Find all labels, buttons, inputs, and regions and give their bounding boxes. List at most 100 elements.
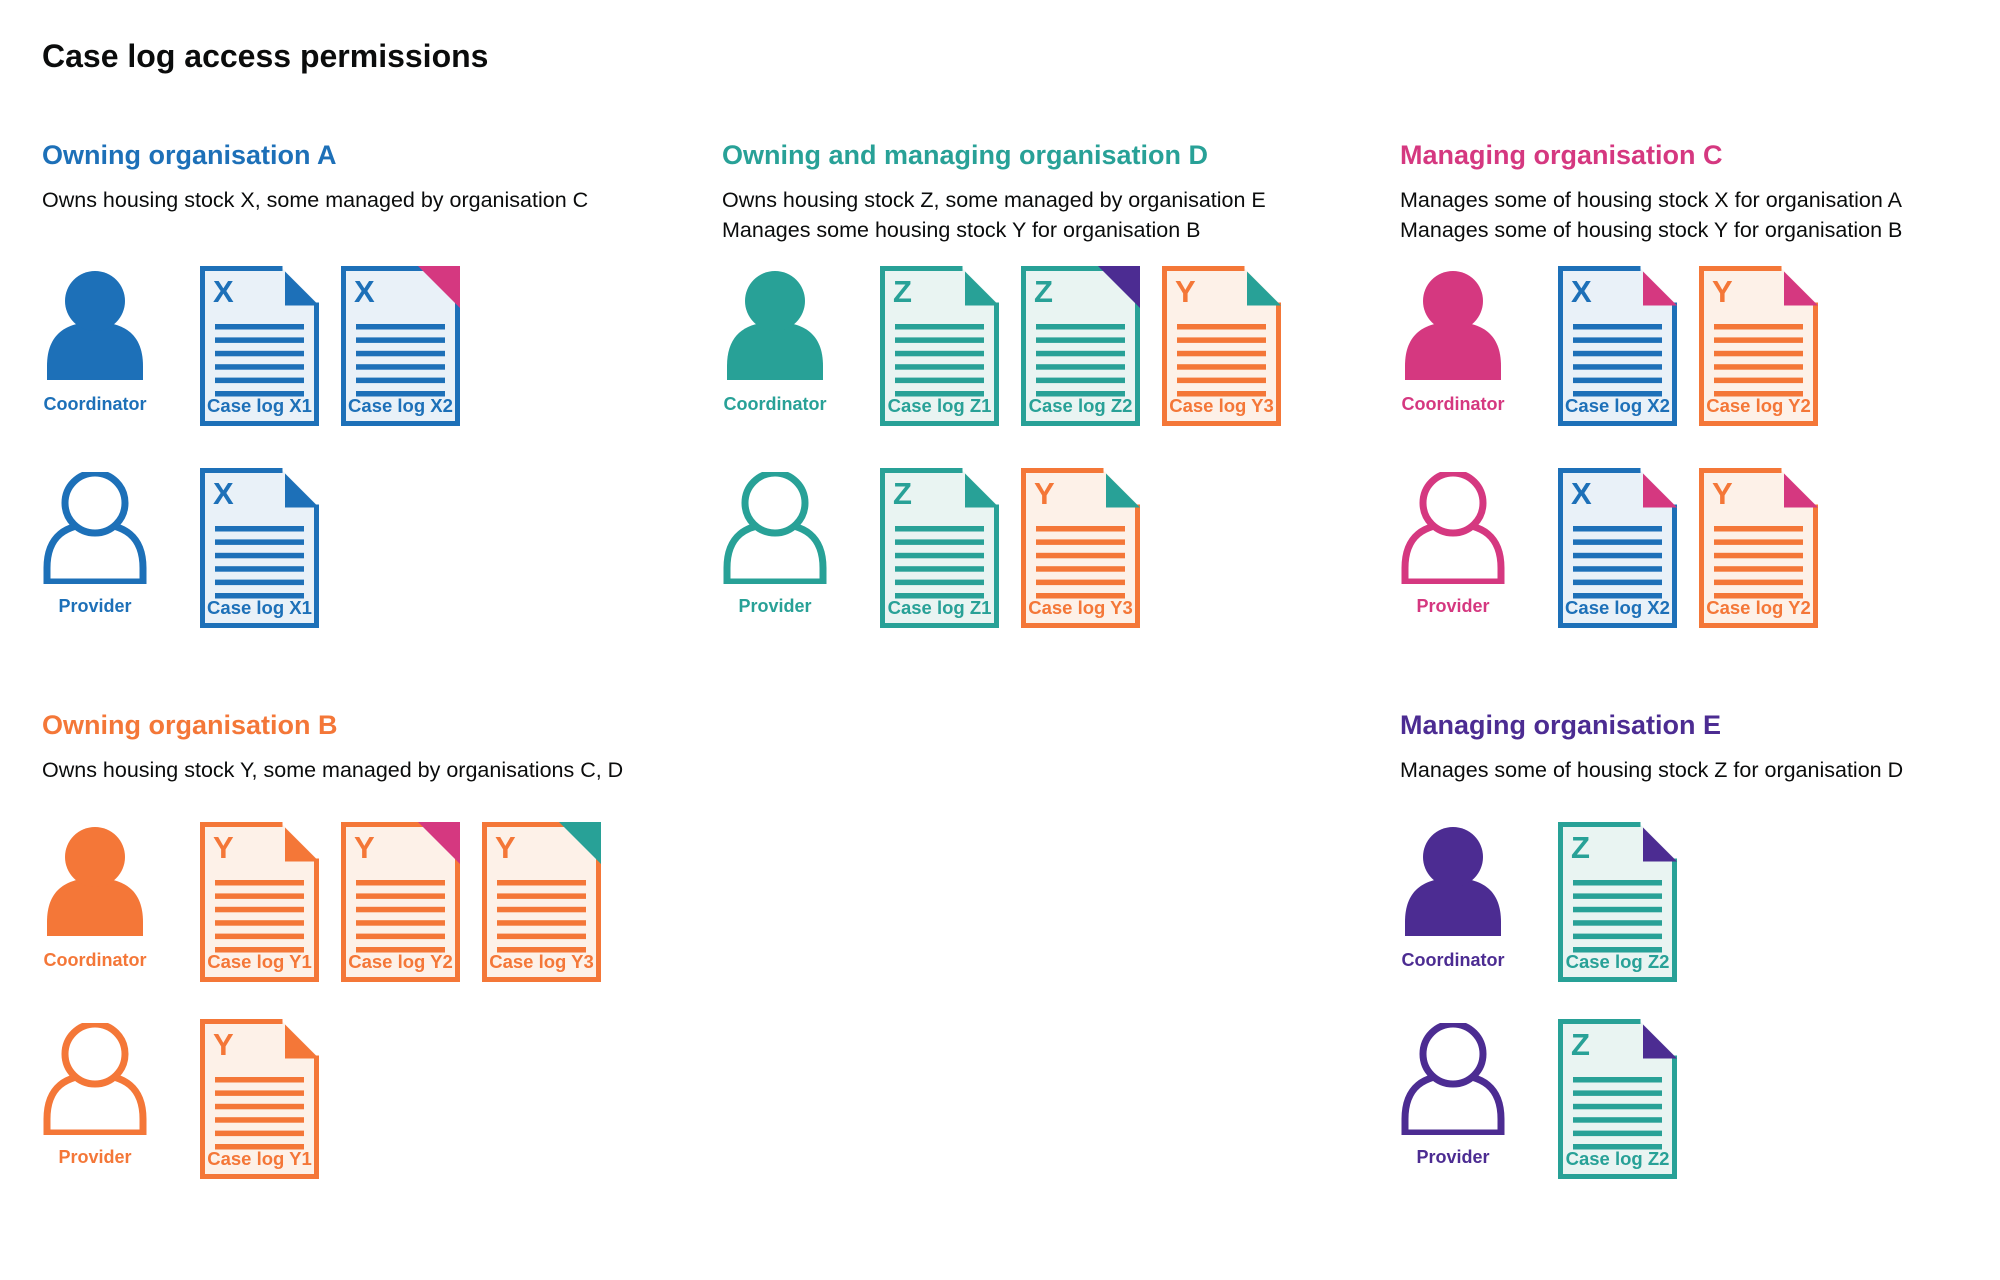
role-label: Coordinator — [1401, 950, 1505, 970]
section-heading: Managing organisation E — [1400, 710, 1722, 740]
section-description: Owns housing stock Z, some managed by or… — [722, 185, 1382, 245]
coordinator-figure: Coordinator — [42, 826, 148, 971]
person-body — [727, 322, 823, 380]
case-log-label: Case log Z1 — [888, 597, 992, 618]
case-log-document-icon: Z Case log Z2 — [1558, 1019, 1677, 1179]
case-log-document: Z Case log Z2 — [1558, 822, 1677, 982]
provider-row: Provider Z Case log Z2 — [1400, 1019, 1677, 1179]
case-log-document: Z Case log Z1 — [880, 468, 999, 628]
person-head — [1419, 1023, 1487, 1088]
fold-corner-icon — [285, 827, 319, 862]
person-head — [745, 271, 805, 331]
person-head — [1419, 472, 1487, 537]
case-log-label: Case log X2 — [348, 395, 453, 416]
case-log-document-icon: Y Case log Y1 — [200, 822, 319, 982]
person-body — [1405, 878, 1501, 936]
stock-letter: Y — [1175, 274, 1196, 309]
fold-corner-icon — [559, 822, 601, 864]
role-label: Provider — [1416, 596, 1490, 616]
case-log-document-icon: X Case log X1 — [200, 468, 319, 628]
provider-figure: Provider — [42, 1023, 148, 1168]
fold-corner-icon — [285, 1024, 319, 1059]
case-log-documents: Y Case log Y1 Y Case log Y2 Y Case log Y3 — [200, 822, 601, 982]
case-log-document-icon: Y Case log Y3 — [1162, 266, 1281, 426]
case-log-document: X Case log X1 — [200, 266, 319, 426]
fold-corner-icon — [1643, 473, 1677, 508]
case-log-documents: X Case log X2 Y Case log Y2 — [1558, 266, 1818, 426]
coordinator-figure: Coordinator — [1400, 826, 1506, 971]
stock-letter: X — [1571, 476, 1592, 511]
section-heading: Owning organisation A — [42, 140, 337, 170]
case-log-document: Y Case log Y2 — [1699, 266, 1818, 426]
case-log-documents: X Case log X1 — [200, 468, 319, 628]
case-log-document: X Case log X2 — [1558, 468, 1677, 628]
case-log-documents: Z Case log Z1 Z Case log Z2 Y Case log Y3 — [880, 266, 1281, 426]
stock-letter: X — [1571, 274, 1592, 309]
person-head — [61, 472, 129, 537]
person-head — [61, 1023, 129, 1088]
case-log-documents: X Case log X2 Y Case log Y2 — [1558, 468, 1818, 628]
case-log-document: Y Case log Y1 — [200, 1019, 319, 1179]
case-log-document: Y Case log Y2 — [1699, 468, 1818, 628]
section-description: Manages some of housing stock Z for orga… — [1400, 755, 2000, 785]
case-log-document-icon: Z Case log Z1 — [880, 266, 999, 426]
case-log-documents: Z Case log Z1 Y Case log Y3 — [880, 468, 1140, 628]
role-label: Provider — [1416, 1147, 1490, 1167]
provider-person-icon — [1401, 472, 1505, 584]
case-log-label: Case log Z1 — [888, 395, 992, 416]
case-log-label: Case log Z2 — [1029, 395, 1133, 416]
section-description-line: Manages some of housing stock Z for orga… — [1400, 758, 1904, 782]
coordinator-row: Coordinator Y Case log Y1 Y Case log Y2 Y Case… — [42, 822, 601, 982]
section-managing-organisation-e: Managing organisation E Manages some of … — [1400, 710, 2000, 1179]
provider-row: Provider X Case log X2 Y Case log Y2 — [1400, 468, 1818, 628]
case-log-document-icon: Y Case log Y3 — [1021, 468, 1140, 628]
role-label: Provider — [58, 596, 132, 616]
case-log-label: Case log X2 — [1565, 597, 1670, 618]
coordinator-row: Coordinator X Case log X2 Y Case log Y2 — [1400, 266, 1818, 426]
coordinator-row: Coordinator X Case log X1 X Case log X2 — [42, 266, 460, 426]
fold-corner-icon — [1098, 266, 1140, 308]
stock-letter: Y — [1712, 274, 1733, 309]
fold-corner-icon — [418, 266, 460, 308]
coordinator-row: Coordinator Z Case log Z1 Z Case log Z2 Y Case… — [722, 266, 1281, 426]
case-log-document-icon: Y Case log Y1 — [200, 1019, 319, 1179]
section-owning-organisation-a: Owning organisation A Owns housing stock… — [42, 140, 702, 628]
case-log-label: Case log X1 — [207, 395, 312, 416]
stock-letter: Y — [213, 830, 234, 865]
stock-letter: Z — [1571, 830, 1590, 865]
coordinator-person-icon — [727, 271, 823, 380]
coordinator-person-icon — [1405, 271, 1501, 380]
case-log-documents: Z Case log Z2 — [1558, 1019, 1677, 1179]
case-log-label: Case log Y1 — [207, 1148, 312, 1169]
section-description-line: Manages some of housing stock Y for orga… — [1400, 218, 1903, 242]
case-log-label: Case log Y3 — [1028, 597, 1133, 618]
stock-letter: Y — [1034, 476, 1055, 511]
section-description-line: Manages some housing stock Y for organis… — [722, 218, 1201, 242]
section-description-line: Owns housing stock X, some managed by or… — [42, 188, 589, 212]
page-title: Case log access permissions — [42, 38, 489, 74]
coordinator-row: Coordinator Z Case log Z2 — [1400, 822, 1677, 982]
case-log-document: X Case log X2 — [341, 266, 460, 426]
case-log-document-icon: Y Case log Y3 — [482, 822, 601, 982]
stock-letter: Y — [354, 830, 375, 865]
coordinator-figure: Coordinator — [1400, 270, 1506, 415]
role-label: Provider — [58, 1147, 132, 1167]
case-log-document: Y Case log Y3 — [1162, 266, 1281, 426]
section-description: Manages some of housing stock X for orga… — [1400, 185, 2000, 245]
case-log-document-icon: Y Case log Y2 — [1699, 468, 1818, 628]
fold-corner-icon — [1643, 827, 1677, 862]
stock-letter: Z — [893, 274, 912, 309]
section-heading: Managing organisation C — [1400, 140, 1723, 170]
provider-figure: Provider — [1400, 1023, 1506, 1168]
case-log-label: Case log Y2 — [1706, 395, 1811, 416]
stock-letter: Z — [1034, 274, 1053, 309]
coordinator-person-icon — [1405, 827, 1501, 936]
case-log-document-icon: Z Case log Z2 — [1021, 266, 1140, 426]
case-log-document: Y Case log Y3 — [482, 822, 601, 982]
coordinator-person-icon — [47, 827, 143, 936]
provider-figure: Provider — [1400, 472, 1506, 617]
case-log-document: Y Case log Y1 — [200, 822, 319, 982]
case-log-documents: Y Case log Y1 — [200, 1019, 319, 1179]
case-log-document-icon: Z Case log Z2 — [1558, 822, 1677, 982]
